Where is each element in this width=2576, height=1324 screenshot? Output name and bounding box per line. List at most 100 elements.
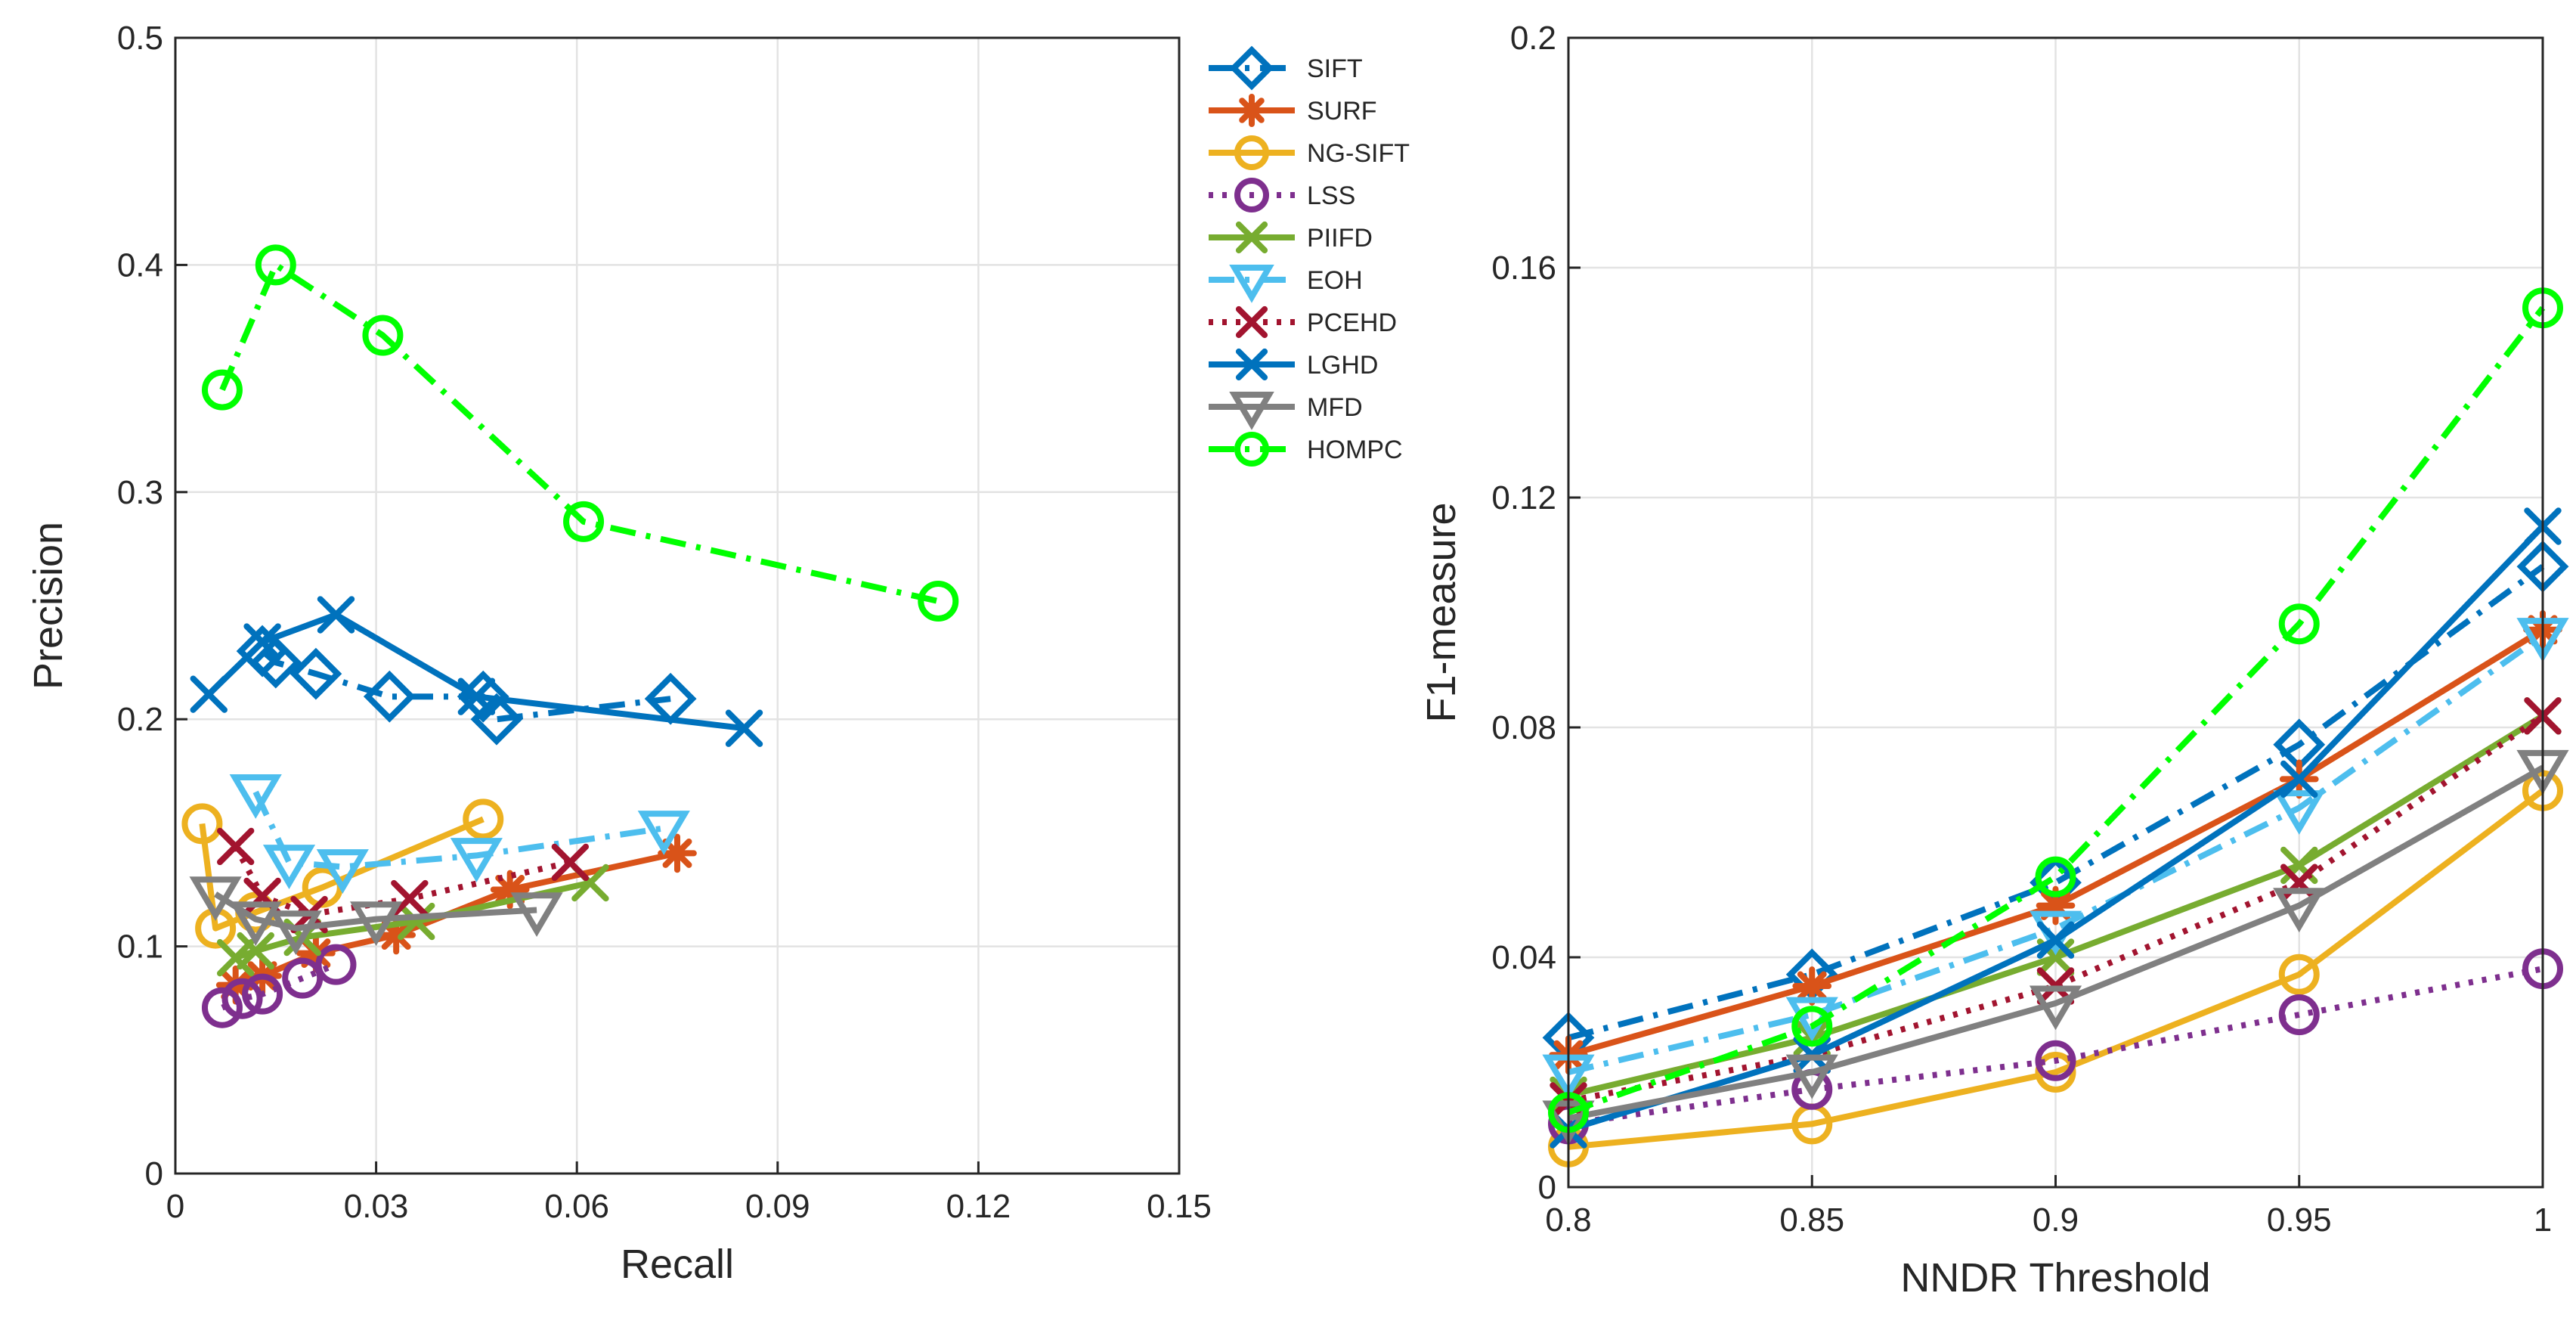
legend-label-lss: LSS [1307,181,1355,210]
pr-x-tick-label: 0.09 [745,1188,810,1225]
f1-x-tick-label: 0.8 [1545,1202,1591,1239]
pr-point-hompc [563,501,605,542]
pr-point-sift [249,636,302,689]
pr-point-eoh [637,811,690,855]
f1-x-axis-label: NNDR Threshold [1900,1255,2210,1301]
f1-ticks: 0.8 0.85 0.9 0.95 1 0 0.04 0.08 0.12 0.16 0.2 [1491,20,2552,1239]
pr-point-eoh [262,845,316,889]
legend-entry-sift: SIFT [1209,45,1363,91]
f1-line-eoh [1568,633,2545,1075]
f1-point-mfd [2273,888,2326,933]
legend-label-sift: SIFT [1307,54,1363,83]
pr-point-surf [490,870,530,910]
legend-marker-pcehd [1235,305,1268,339]
f1-point-ng-sift [2278,953,2320,995]
pr-point-ng-sift [463,798,504,840]
f1-line-mfd [1568,764,2544,1121]
pr-point-piifd [216,938,255,977]
pr-series-mfd [189,876,563,956]
f1-y-tick-label: 0 [1538,1169,1556,1206]
f1-point-lss [2278,994,2320,1035]
f1-line-ng-sift [1568,788,2545,1150]
f1-line-hompc [1567,305,2546,1115]
legend-entry-piifd: PIIFD [1209,221,1373,254]
f1-point-mfd [2029,985,2082,1031]
legend-label-eoh: EOH [1307,266,1363,295]
legend-entry-ng-sift: NG-SIFT [1209,135,1410,170]
pr-y-axis-label: Precision [26,522,71,690]
pr-point-surf [658,833,697,873]
pr-point-sift [470,693,523,746]
pr-series-group [181,244,959,1028]
f1-line-lss [1568,966,2543,1127]
pr-x-axis-label: Recall [621,1242,734,1287]
pr-series-lss [201,944,357,1028]
legend-marker-eoh [1229,265,1274,303]
f1-y-axis-label: F1-measure [1419,502,1464,722]
pr-point-mfd [350,901,403,947]
pr-point-pcehd [391,879,429,918]
f1-point-hompc [2035,856,2076,898]
legend-entry-lghd: LGHD [1209,348,1378,381]
pr-y-tick-label: 0.5 [117,20,163,57]
f1-line-sift [1567,563,2545,1041]
pr-point-hompc [362,315,404,356]
f1-series-lghd [1550,507,2562,1149]
f1-y-tick-label: 0.12 [1491,479,1556,516]
pr-y-tick-label: 0.3 [117,474,163,511]
pr-series-lghd [190,596,763,747]
f1-y-tick-label: 0.2 [1510,20,1556,57]
f1-point-lghd [2280,760,2318,798]
legend-marker-hompc [1234,432,1269,467]
legend-entry-hompc: HOMPC [1209,432,1403,467]
legend-marker-sift [1229,45,1274,91]
f1-y-tick-label: 0.16 [1491,250,1556,287]
legend: SIFT SURF NG-SIFT LSS PIIFD EOH PCEHD LGHD MFD HO… [1196,37,1441,482]
legend-marker-piifd [1235,221,1268,254]
pr-point-lss [221,978,263,1019]
f1-y-tick-label: 0.04 [1491,939,1556,976]
pr-series-eoh [229,774,690,894]
pr-point-lss [315,944,357,985]
pr-y-tick-label: 0.4 [117,247,163,284]
pr-y-tick-label: 0.1 [117,929,163,966]
legend-label-piifd: PIIFD [1307,224,1373,253]
f1-x-tick-label: 0.95 [2267,1202,2332,1239]
pr-point-hompc [918,580,959,622]
pr-point-eoh [316,849,369,894]
legend-marker-lghd [1235,348,1268,381]
f1-x-tick-label: 1 [2534,1202,2552,1239]
f1-point-surf [2036,885,2076,926]
pr-series-hompc [201,244,959,622]
f1-point-eoh [2273,790,2326,835]
pr-point-lghd [190,675,228,713]
legend-marker-surf [1234,93,1269,128]
pr-x-tick-label: 0.15 [1147,1188,1212,1225]
legend-marker-lss [1234,178,1269,212]
legend-label-mfd: MFD [1307,393,1363,422]
f1-point-hompc [1791,1006,1833,1047]
f1-point-ng-sift [2035,1052,2076,1093]
legend-entry-lss: LSS [1209,178,1355,212]
legend-entry-eoh: EOH [1209,265,1363,303]
legend-label-hompc: HOMPC [1307,436,1403,464]
pr-point-pcehd [551,843,590,882]
pr-axes-frame [174,36,1181,1175]
pr-point-pcehd [216,827,255,866]
f1-threshold-chart: 0.8 0.85 0.9 0.95 1 0 0.04 0.08 0.12 0.16 0.2 NNDR … [1419,20,2569,1301]
pr-point-lss [282,957,324,999]
legend-label-ng-sift: NG-SIFT [1307,139,1410,168]
pr-point-mfd [269,910,322,956]
pr-point-eoh [229,774,282,819]
precision-recall-chart: 0 0.03 0.06 0.09 0.12 0.15 0 0.1 0.2 0.3 0.4 0.5 Rec… [26,20,1212,1287]
pr-line-hompc [219,262,940,604]
pr-point-lghd [243,623,281,661]
pr-point-lghd [725,709,763,747]
pr-point-eoh [450,838,503,882]
pr-x-tick-label: 0.06 [544,1188,609,1225]
f1-point-mfd [1785,1054,1838,1099]
pr-point-hompc [255,244,296,286]
legend-marker-ng-sift [1234,135,1269,170]
pr-point-sift [363,670,416,723]
